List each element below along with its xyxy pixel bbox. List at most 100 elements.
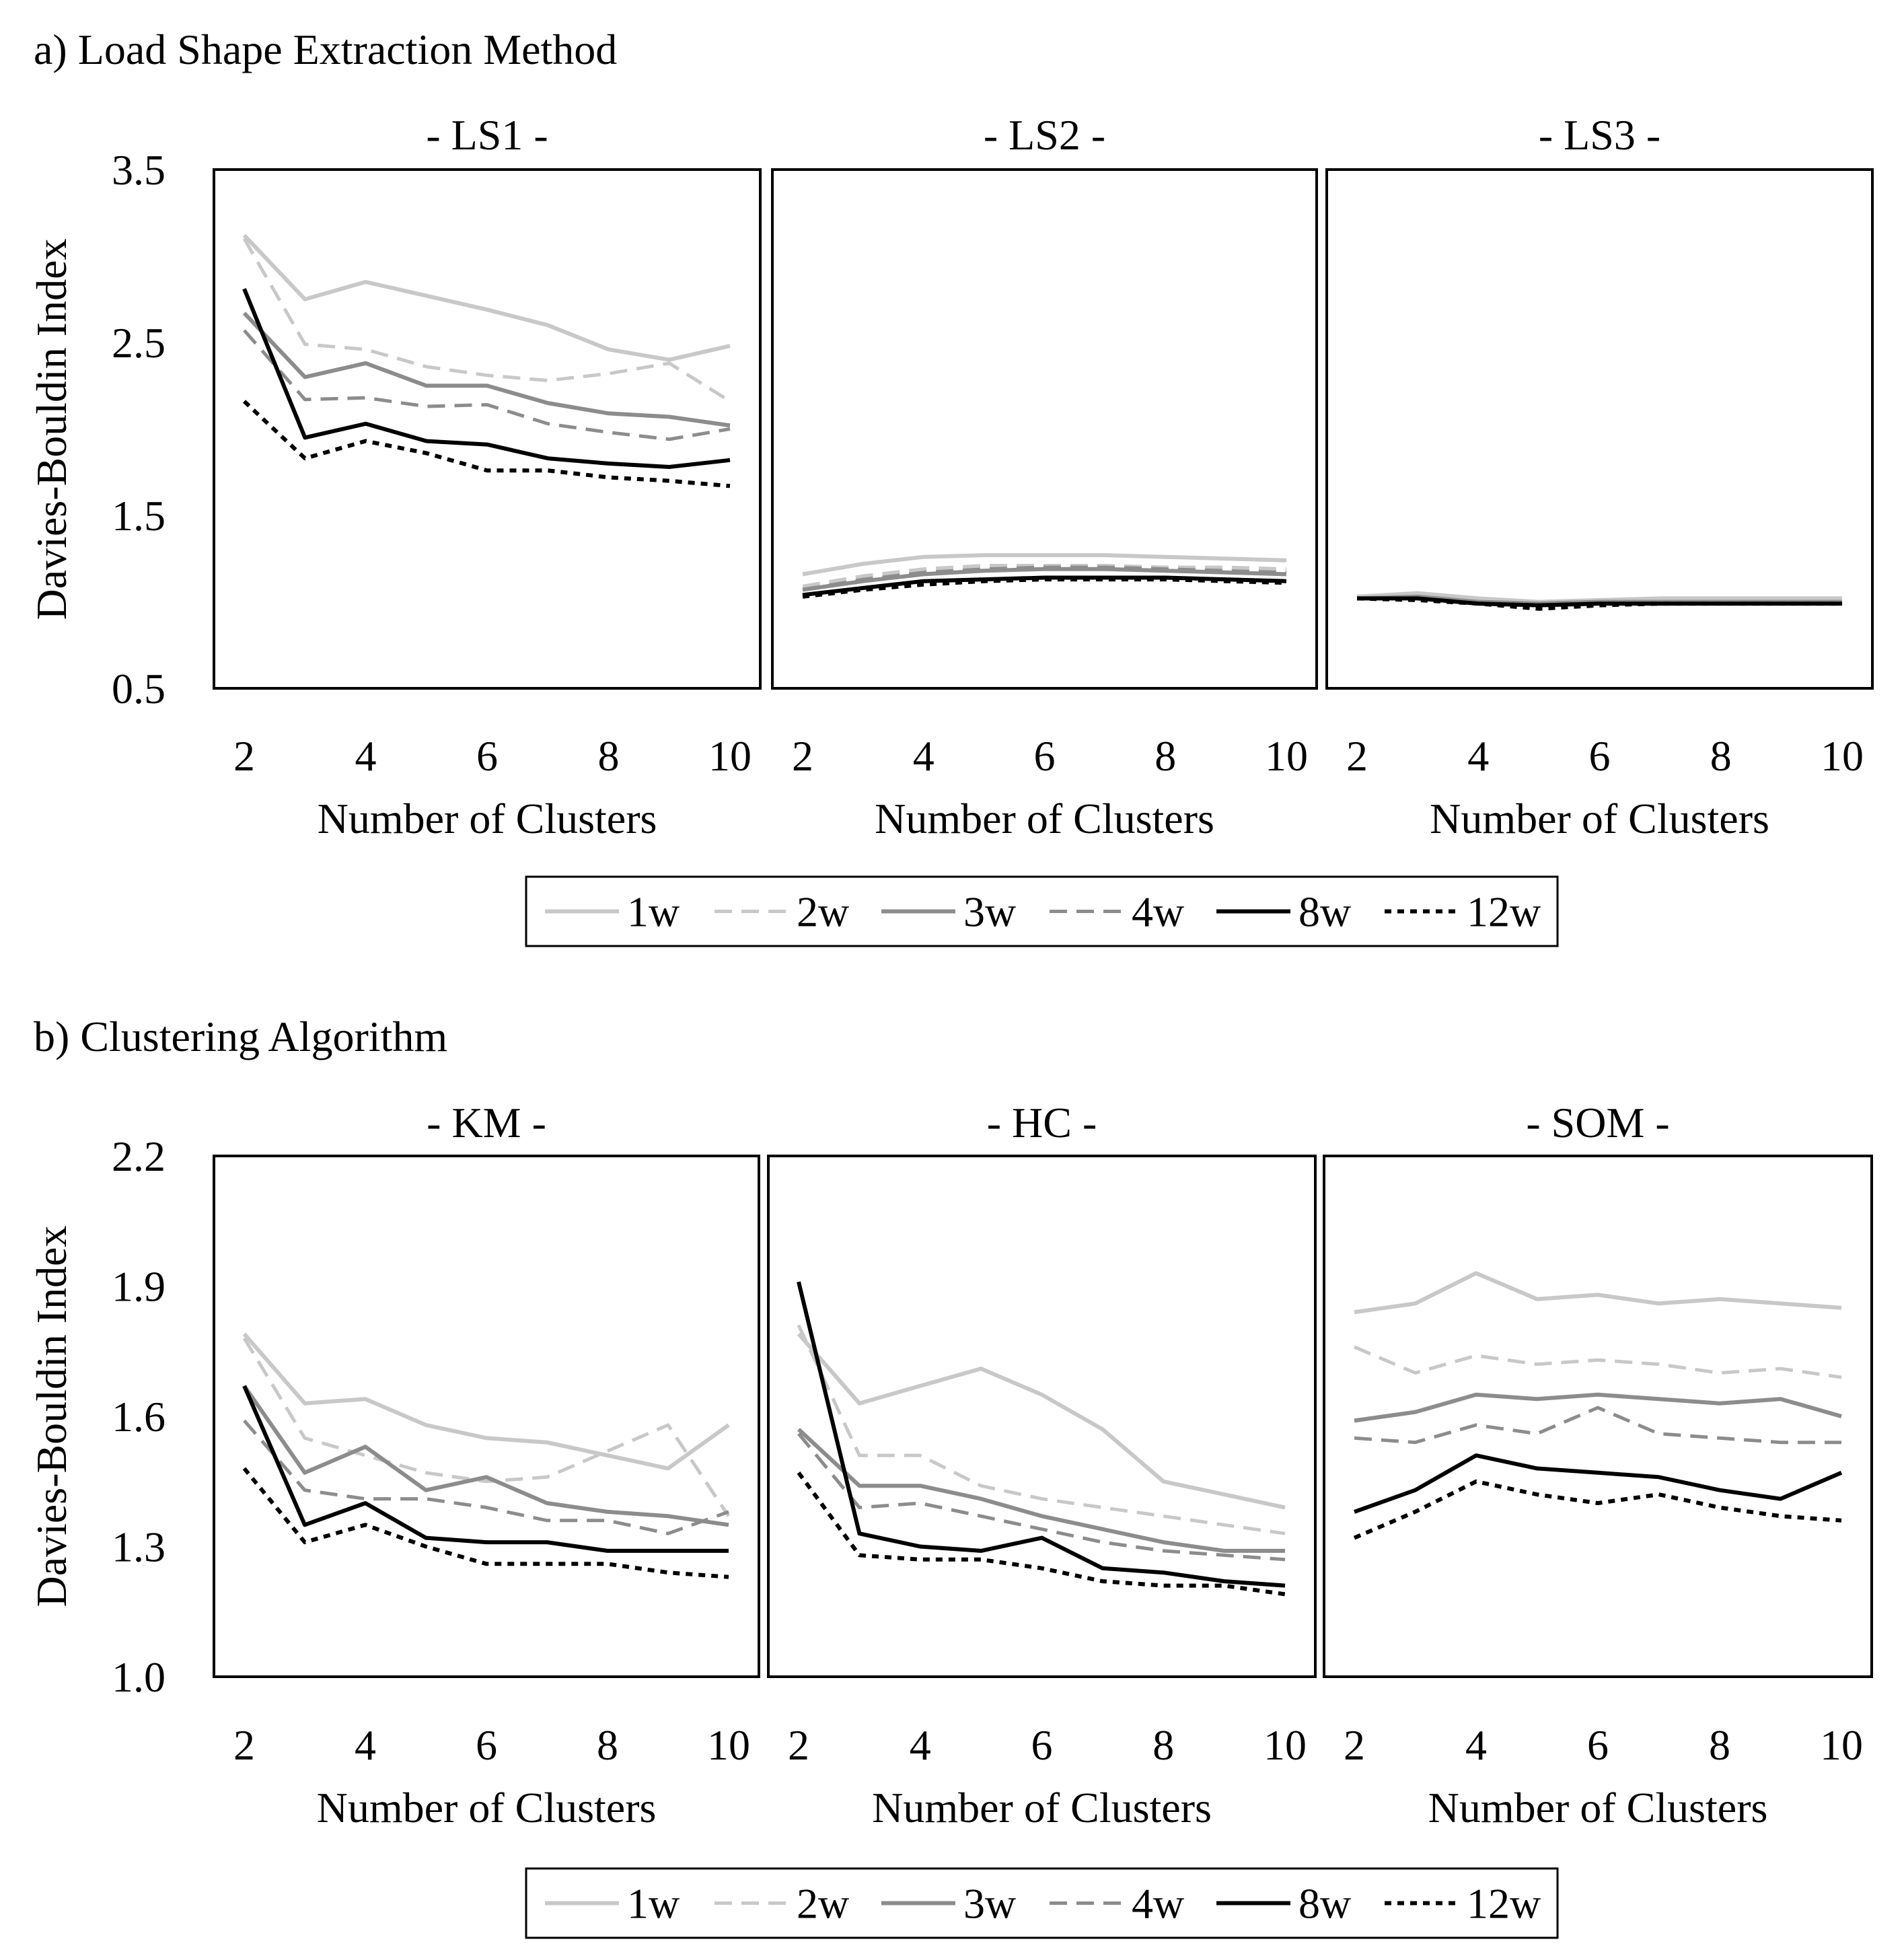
series-line-3w <box>242 1385 729 1527</box>
panel-title: - KM - <box>427 1099 546 1147</box>
series-line-4w <box>243 329 731 441</box>
series-line-4w <box>243 1419 729 1535</box>
x-tick-label: 4 <box>1467 732 1489 780</box>
legend: 1w 2w 3w 4w 8w 12w <box>525 1867 1559 1939</box>
series-line-12w <box>797 1472 1286 1597</box>
x-axis-label: Number of Clusters <box>875 795 1214 842</box>
series-line-3w <box>797 1428 1285 1553</box>
series-line-2w <box>797 1324 1286 1535</box>
series-line-3w <box>802 567 1287 592</box>
y-axis-label: Davies-Bouldin Index <box>28 1226 75 1607</box>
series-line-8w <box>797 1281 1286 1588</box>
x-axis-label: Number of Clusters <box>1430 795 1769 842</box>
series-line-3w <box>1354 1392 1842 1423</box>
series-line-12w <box>802 577 1287 599</box>
panel-title: - LS3 - <box>1539 111 1660 159</box>
panel-ls2: - LS2 - 2 4 6 8 10 Number of Clusters <box>771 111 1318 842</box>
y-tick-label: 2.5 <box>112 319 166 367</box>
x-tick-label: 8 <box>598 732 620 780</box>
y-tick-label: 0.5 <box>112 665 166 713</box>
series-line-12w <box>242 1467 729 1579</box>
legend-label: 2w <box>797 1880 849 1928</box>
y-axis-label: Davies-Bouldin Index <box>28 239 75 620</box>
x-tick-label: 4 <box>1465 1721 1487 1769</box>
x-axis-label: Number of Clusters <box>1428 1784 1768 1831</box>
legend-label: 12w <box>1467 888 1541 936</box>
x-axis-label: Number of Clusters <box>317 1784 657 1831</box>
x-tick-label: 6 <box>1034 732 1056 780</box>
panel-frame <box>213 1155 760 1678</box>
x-tick-label: 10 <box>1821 732 1864 780</box>
y-tick-label: 1.3 <box>112 1523 166 1571</box>
panel-frame <box>1325 168 1874 690</box>
series-line-2w <box>802 564 1287 588</box>
series-line-4w <box>802 565 1287 591</box>
y-tick-label: 1.5 <box>112 492 166 540</box>
series-line-12w <box>242 400 731 488</box>
legend-label: 12w <box>1467 1880 1541 1928</box>
x-axis-label: Number of Clusters <box>318 795 657 842</box>
panel-title: - SOM - <box>1526 1099 1669 1147</box>
x-tick-label: 2 <box>788 1721 809 1769</box>
x-tick-label: 10 <box>1820 1721 1863 1769</box>
panel-ls1: - LS1 - 2 4 6 8 10 Number of Clusters <box>213 111 762 842</box>
series-line-12w <box>1353 1479 1842 1540</box>
legend-label: 4w <box>1132 1880 1184 1928</box>
y-tick-label: 1.9 <box>112 1263 166 1311</box>
series-line-8w <box>242 288 731 469</box>
series-line-12w <box>1356 596 1842 611</box>
panel-km: - KM - 2 4 6 8 10 Number of Clusters <box>213 1099 760 1831</box>
series-line-1w <box>242 233 731 362</box>
series-line-3w <box>242 312 731 428</box>
x-tick-label: 4 <box>355 732 377 780</box>
series-line-8w <box>242 1385 729 1553</box>
legend-label: 2w <box>797 888 849 936</box>
panel-frame <box>213 168 762 690</box>
x-tick-label: 8 <box>1710 732 1732 780</box>
legend-label: 1w <box>627 888 680 936</box>
series-line-1w <box>242 1332 730 1471</box>
y-tick-label: 1.6 <box>112 1393 166 1441</box>
x-tick-label: 6 <box>1589 732 1611 780</box>
x-tick-label: 6 <box>476 1721 497 1769</box>
panel-title: - HC - <box>987 1099 1097 1147</box>
x-tick-label: 8 <box>1152 1721 1174 1769</box>
x-tick-label: 8 <box>597 1721 618 1769</box>
legend-label: 8w <box>1298 888 1351 936</box>
x-tick-label: 6 <box>476 732 498 780</box>
x-tick-label: 10 <box>1264 1721 1307 1769</box>
panel-frame <box>771 168 1318 690</box>
series-line-8w <box>802 575 1287 597</box>
section-a: a) Load Shape Extraction Method Davies-Bo… <box>28 26 1874 947</box>
series-line-4w <box>1354 1406 1841 1445</box>
legend-label: 4w <box>1132 888 1184 936</box>
series-line-1w <box>797 1332 1286 1510</box>
legend-label: 3w <box>963 888 1016 936</box>
panel-title: - LS2 - <box>984 111 1105 159</box>
panel-frame <box>1323 1155 1873 1678</box>
series-line-1w <box>1354 1271 1842 1315</box>
series-line-2w <box>242 238 731 403</box>
x-axis-label: Number of Clusters <box>872 1784 1212 1831</box>
series-line-2w <box>1354 1345 1842 1379</box>
panel-hc: - HC - 2 4 6 8 10 Number of Clusters <box>767 1099 1317 1831</box>
legend: 1w 2w 3w 4w 8w 12w <box>525 875 1559 947</box>
panel-title: - LS1 - <box>426 111 548 159</box>
section-b: b) Clustering Algorithm Davies-Bouldin In… <box>28 1013 1873 1939</box>
x-tick-label: 2 <box>233 732 255 780</box>
x-tick-label: 2 <box>1344 1721 1365 1769</box>
legend-label: 3w <box>963 1880 1016 1928</box>
x-tick-label: 2 <box>792 732 813 780</box>
x-tick-label: 6 <box>1587 1721 1609 1769</box>
section-title: b) Clustering Algorithm <box>34 1013 447 1060</box>
series-line-8w <box>1353 1453 1843 1514</box>
legend-label: 1w <box>627 1880 680 1928</box>
y-tick-label: 1.0 <box>112 1653 166 1701</box>
legend-label: 8w <box>1298 1880 1351 1928</box>
panel-ls3: - LS3 - 2 4 6 8 10 Number of Clusters <box>1325 111 1874 842</box>
y-tick-label: 2.2 <box>112 1132 166 1180</box>
panel-frame <box>767 1155 1317 1678</box>
panel-som: - SOM - 2 4 6 8 10 Number of Clusters <box>1323 1099 1873 1831</box>
x-tick-label: 4 <box>913 732 935 780</box>
